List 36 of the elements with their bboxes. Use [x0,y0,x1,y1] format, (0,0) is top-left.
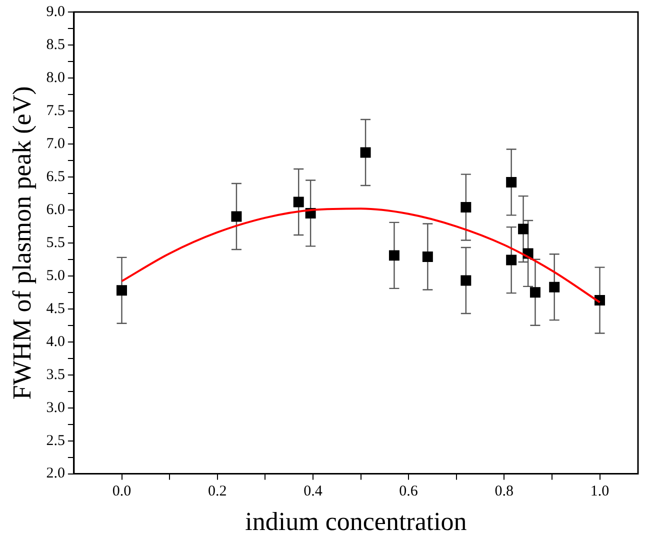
point [116,285,127,296]
x-tick-label: 0.2 [208,484,227,500]
y-tick-label: 7.0 [46,136,65,152]
y-tick-label: 4.0 [46,334,65,350]
y-tick-label: 5.5 [46,234,65,251]
x-tick-label: 0.0 [112,484,132,500]
point [506,176,517,188]
point [549,282,560,292]
y-tick-label: 3.5 [46,366,65,383]
point [460,202,472,213]
y-tick-label: 8.5 [46,36,65,53]
x-tick-label: 0.8 [494,484,514,500]
y-tick-label: 2.5 [46,432,65,449]
y-tick-label: 8.0 [46,70,65,86]
x-axis-title: indium concentration [245,507,467,536]
y-tick-label: 3.0 [46,400,65,416]
point [293,196,304,208]
y-tick-label: 4.5 [46,300,65,317]
point [460,275,472,286]
y-tick-label: 6.0 [46,202,65,218]
y-tick-label: 9.0 [46,4,65,20]
x-tick-label: 0.6 [399,484,418,500]
y-tick-label: 6.5 [46,168,65,185]
point [422,252,433,262]
y-tick-label: 7.5 [46,102,65,119]
y-axis-title: FWHM of plasmon peak (eV) [7,86,36,400]
point [506,254,517,266]
point [360,147,371,158]
x-tick-label: 0.4 [304,484,323,500]
point [530,287,540,298]
y-tick-label: 5.0 [46,268,65,284]
point [231,211,242,222]
y-tick-label: 2.0 [46,466,65,482]
point [518,224,529,234]
point [388,250,400,261]
x-tick-label: 1.0 [590,484,610,500]
